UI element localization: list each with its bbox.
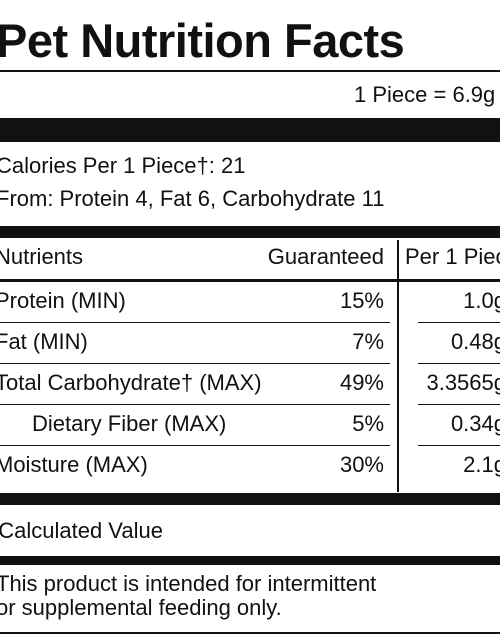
- rule: [0, 118, 500, 142]
- calories-from: From: Protein 4, Fat 6, Carbohydrate 11: [0, 186, 385, 211]
- row-rule: [418, 445, 500, 446]
- row-rule: [0, 404, 390, 405]
- guaranteed-value: 5%: [352, 411, 384, 436]
- row-rule: [0, 445, 390, 446]
- row-rule: [418, 322, 500, 323]
- column-header: Per 1 Piece: [405, 244, 500, 269]
- column-divider: [397, 240, 399, 492]
- row-rule: [418, 404, 500, 405]
- nutrient-name: Dietary Fiber (MAX): [32, 411, 227, 436]
- column-header: Nutrients: [0, 244, 84, 269]
- row-rule: [418, 363, 500, 364]
- per-piece-value: 1.0g: [463, 288, 500, 313]
- calories: Calories Per 1 Piece†: 21: [0, 153, 246, 178]
- per-piece-value: 0.48g: [450, 329, 500, 354]
- guaranteed-value: 30%: [339, 452, 384, 477]
- nutrient-name: Protein (MIN): [0, 288, 126, 313]
- guaranteed-value: 15%: [339, 288, 384, 313]
- per-piece-value: 0.34g: [450, 411, 500, 436]
- row-rule: [0, 322, 390, 323]
- footnote: †Calculated Value: [0, 518, 163, 543]
- row-rule: [0, 363, 390, 364]
- title: Pet Nutrition Facts: [0, 14, 405, 67]
- serving-size: 1 Piece = 6.9g: [354, 82, 496, 107]
- guaranteed-value: 49%: [339, 370, 384, 395]
- nutrient-name: Fat (MIN): [0, 329, 88, 354]
- rule: [0, 556, 500, 565]
- nutrient-name: Moisture (MAX): [0, 452, 148, 477]
- rule: [0, 70, 500, 72]
- guaranteed-value: 7%: [352, 329, 384, 354]
- column-header: Guaranteed: [267, 244, 384, 269]
- rule: [0, 279, 500, 282]
- rule: [0, 632, 500, 634]
- disclaimer-line: This product is intended for intermitten…: [0, 571, 377, 596]
- rule: [0, 226, 500, 238]
- rule: [0, 493, 500, 505]
- per-piece-value: 2.1g: [463, 452, 500, 477]
- per-piece-value: 3.3565g: [426, 370, 500, 395]
- disclaimer-line: or supplemental feeding only.: [0, 595, 282, 620]
- nutrient-name: Total Carbohydrate† (MAX): [0, 370, 262, 395]
